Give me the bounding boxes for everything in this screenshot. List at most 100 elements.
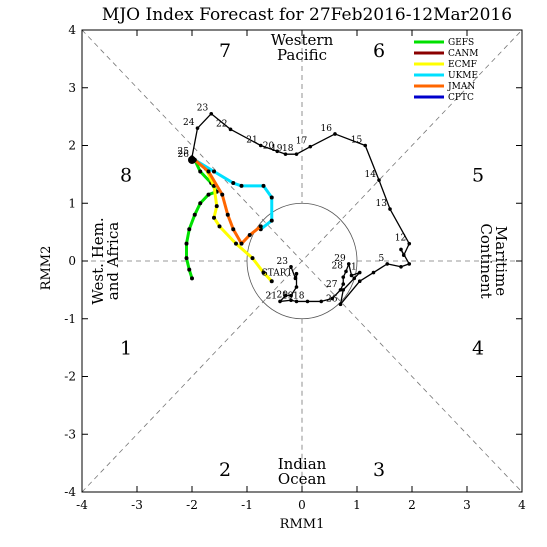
day-label: 26: [326, 294, 338, 304]
day-label: 19: [282, 291, 294, 301]
x-tick-label: -1: [241, 498, 253, 512]
forecast-line-ukme: [193, 158, 274, 231]
forecast-point: [269, 195, 274, 200]
day-label: 19: [271, 144, 283, 154]
observed-point: [278, 299, 282, 304]
forecast-point: [269, 218, 274, 223]
day-label: 23: [277, 257, 289, 267]
forecast-point: [192, 212, 197, 217]
observed-point: [308, 144, 313, 149]
observed-point: [385, 262, 390, 266]
y-axis-label: RMM2: [39, 246, 54, 291]
forecast-point: [231, 227, 236, 232]
observed-point: [407, 241, 412, 246]
day-label: 21: [266, 291, 277, 301]
day-label: 15: [351, 136, 363, 146]
y-tick-label: 2: [68, 139, 76, 153]
day-label: START: [262, 268, 293, 278]
forecast-point: [184, 241, 189, 246]
observed-point: [294, 152, 299, 156]
y-tick-label: -4: [64, 485, 76, 499]
current-position-marker: [188, 155, 196, 164]
forecast-point: [239, 241, 244, 246]
observed-point: [209, 111, 214, 116]
observed-point: [283, 293, 288, 298]
observed-point: [399, 247, 403, 252]
observed-point: [357, 270, 362, 275]
forecast-point: [206, 169, 211, 174]
region-label-top: Pacific: [277, 46, 327, 64]
observed-point: [357, 279, 362, 284]
forecast-point: [198, 201, 203, 206]
observed-point: [346, 262, 351, 266]
observed-point: [289, 264, 293, 269]
observed-point: [344, 269, 348, 274]
day-label: 18: [282, 144, 294, 154]
observed-point: [341, 282, 346, 286]
phase-label: 1: [120, 338, 132, 360]
unit-circle: [246, 202, 358, 320]
x-axis-label: RMM1: [280, 517, 325, 532]
day-label: 16: [321, 124, 333, 134]
observed-point: [289, 293, 293, 298]
observed-point: [388, 207, 392, 211]
forecast-point: [220, 192, 225, 197]
observed-point: [399, 264, 403, 269]
observed-point: [333, 132, 337, 136]
observed-point: [275, 149, 280, 154]
phase-label: 7: [219, 40, 231, 62]
phase-guides: [81, 29, 523, 493]
forecast-point: [190, 276, 194, 281]
forecast-line-ecmf: [193, 158, 273, 283]
y-tick-label: 1: [68, 196, 76, 210]
region-label-right: Maritime: [492, 226, 510, 296]
chart-title: MJO Index Forecast for 27Feb2016-12Mar20…: [102, 5, 512, 25]
day-label: 21: [246, 136, 257, 146]
x-tick-label: 0: [298, 498, 306, 512]
day-label: 5: [379, 254, 385, 264]
legend-label: CANM: [448, 49, 478, 59]
observed-point: [258, 143, 263, 148]
day-label: 1: [351, 263, 357, 273]
day-label: 12: [395, 234, 406, 244]
day-label: 22: [216, 119, 227, 129]
forecast-point: [231, 181, 236, 186]
x-tick-label: -3: [131, 498, 143, 512]
region-label-top: Western: [271, 31, 334, 49]
forecast-point: [187, 227, 192, 232]
x-tick-label: 1: [353, 498, 361, 512]
day-label: 20: [277, 290, 289, 300]
observed-point: [228, 127, 233, 132]
y-tick-label: -2: [64, 370, 76, 384]
phase-label: 5: [472, 164, 484, 186]
observed-point: [294, 285, 299, 289]
observed-point: [341, 288, 346, 292]
forecast-point: [212, 169, 216, 174]
day-label: 18: [293, 291, 305, 301]
forecast-point: [269, 279, 274, 284]
forecast-point: [225, 212, 230, 217]
observed-point: [293, 276, 298, 281]
legend-label: UKME: [448, 71, 478, 81]
observed-point: [283, 152, 288, 156]
observed-point: [377, 178, 381, 182]
region-label-bottom: Indian: [278, 455, 327, 473]
legend-label: GEFS: [448, 38, 474, 48]
day-label: 14: [365, 170, 377, 180]
forecast-point: [206, 192, 211, 197]
observed-point: [352, 276, 357, 281]
forecast-line-jman: [193, 158, 262, 246]
day-label: 20: [263, 141, 275, 151]
legend-label: JMAN: [447, 82, 475, 92]
y-tick-label: -3: [64, 427, 76, 441]
day-label: 23: [197, 104, 209, 114]
observed-point: [338, 288, 343, 292]
day-label: 13: [376, 199, 388, 209]
x-tick-label: -2: [186, 498, 198, 512]
observed-point: [349, 273, 354, 278]
legend-label: ECMF: [448, 60, 477, 70]
observed-point: [363, 143, 368, 148]
day-label: 29: [334, 254, 346, 264]
